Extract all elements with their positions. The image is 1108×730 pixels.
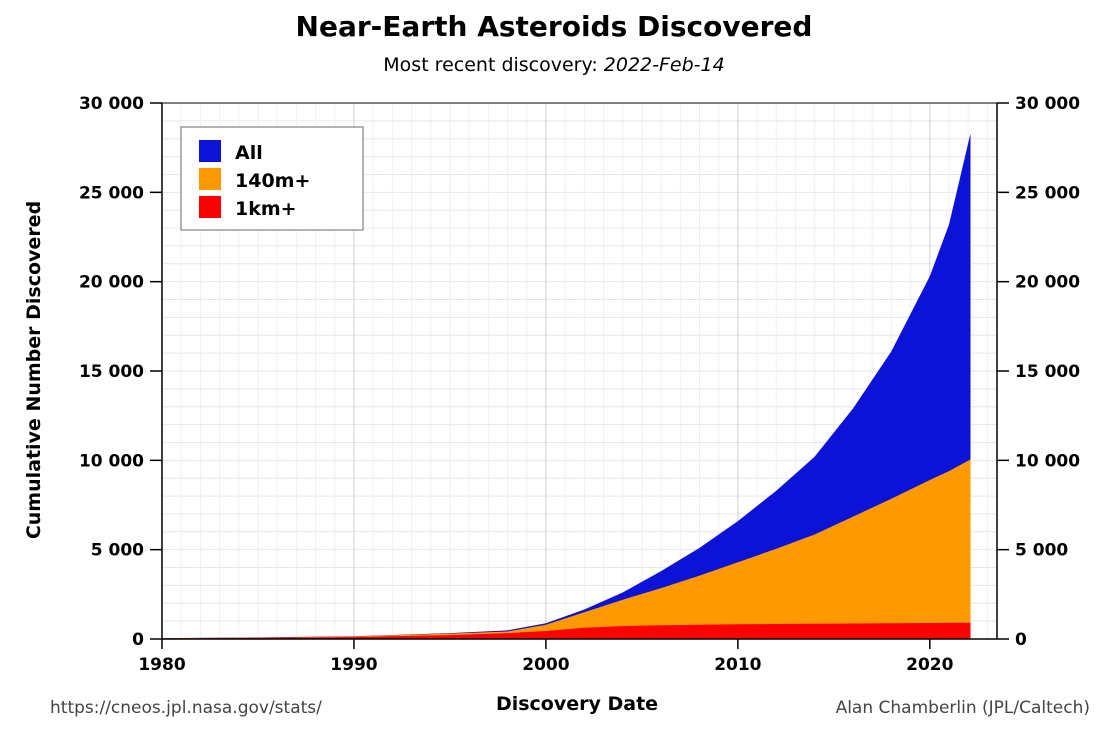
y-tick-label-left: 25 000 <box>79 183 144 203</box>
x-tick-label: 1980 <box>138 655 185 675</box>
subtitle-prefix: Most recent discovery: <box>383 54 604 76</box>
y-tick-label-left: 30 000 <box>79 94 144 114</box>
chart-title: Near-Earth Asteroids Discovered <box>295 10 813 43</box>
credit-text: Alan Chamberlin (JPL/Caltech) <box>835 698 1090 718</box>
legend-swatch-1km <box>199 196 221 218</box>
legend-swatch-140m <box>199 168 221 190</box>
legend: All 140m+ 1km+ <box>180 126 364 231</box>
area-all <box>162 133 971 639</box>
legend-label-140m: 140m+ <box>235 170 310 192</box>
x-axis-title: Discovery Date <box>496 693 658 715</box>
area-1km <box>162 622 971 639</box>
legend-swatch-all <box>199 140 221 162</box>
y-tick-label-right: 10 000 <box>1015 451 1080 471</box>
y-axis-title: Cumulative Number Discovered <box>23 201 45 539</box>
legend-label-all: All <box>235 142 263 164</box>
area-series <box>162 133 971 639</box>
x-tick-label: 2010 <box>714 655 761 675</box>
y-tick-label-left: 5 000 <box>91 541 144 561</box>
y-tick-label-left: 10 000 <box>79 451 144 471</box>
source-url[interactable]: https://cneos.jpl.nasa.gov/stats/ <box>50 698 322 718</box>
axes <box>150 102 1009 649</box>
tick-labels: 0 0 5 000 5 000 10 000 10 000 15 000 15 000 20 0… <box>79 94 1080 675</box>
y-tick-label-right: 5 000 <box>1015 541 1068 561</box>
y-tick-label-right: 20 000 <box>1015 273 1080 293</box>
y-tick-label-left: 20 000 <box>79 273 144 293</box>
legend-label-1km: 1km+ <box>235 198 297 220</box>
chart-subtitle: Most recent discovery: 2022-Feb-14 <box>0 54 1108 76</box>
y-tick-label-right: 30 000 <box>1015 94 1080 114</box>
y-tick-label-right: 25 000 <box>1015 183 1080 203</box>
y-tick-label-right: 0 <box>1015 630 1027 650</box>
y-tick-label-left: 15 000 <box>79 362 144 382</box>
x-tick-label: 2020 <box>906 655 953 675</box>
x-tick-label: 2000 <box>522 655 569 675</box>
area-140m <box>162 459 971 639</box>
x-tick-label: 1990 <box>330 655 377 675</box>
y-tick-label-left: 0 <box>132 630 144 650</box>
y-tick-label-right: 15 000 <box>1015 362 1080 382</box>
most-recent-discovery-date: 2022-Feb-14 <box>603 54 725 76</box>
